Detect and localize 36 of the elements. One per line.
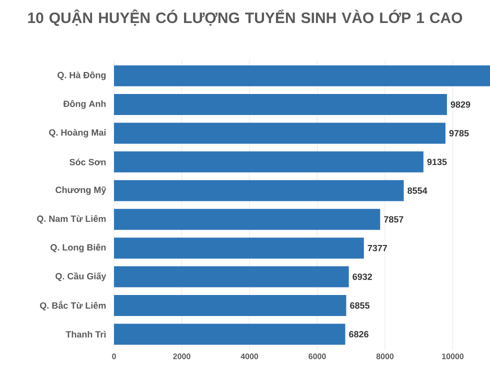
y-tick-label: Đông Anh bbox=[63, 100, 106, 109]
x-tick-label: 2000 bbox=[173, 354, 190, 360]
y-tick-label: Q. Hà Đông bbox=[58, 71, 106, 80]
bar bbox=[114, 94, 447, 116]
bar bbox=[114, 208, 380, 230]
y-tick-label: Thanh Trì bbox=[66, 330, 106, 338]
bar bbox=[114, 294, 346, 316]
y-tick-label: Q. Bắc Từ Liêm bbox=[40, 300, 106, 310]
y-tick-label: Sóc Sơn bbox=[70, 158, 106, 166]
bar bbox=[114, 151, 424, 172]
data-label: 9829 bbox=[450, 101, 470, 108]
data-label: 9785 bbox=[449, 130, 469, 136]
x-tick-label: 8000 bbox=[376, 354, 394, 360]
y-tick-label: Q. Long Biên bbox=[50, 244, 106, 252]
x-tick-label: 6000 bbox=[308, 354, 326, 360]
x-tick-label: 4000 bbox=[240, 354, 258, 360]
data-label: 6826 bbox=[349, 331, 368, 338]
x-tick-label: 10000 bbox=[442, 354, 464, 360]
bar bbox=[114, 65, 490, 86]
bar bbox=[114, 324, 346, 345]
data-label: 6932 bbox=[352, 274, 372, 280]
data-label: 6855 bbox=[350, 302, 370, 309]
y-tick-label: Chương Mỹ bbox=[56, 186, 106, 195]
chart-title: 10 QUẬN HUYỆN CÓ LƯỢNG TUYỂN SINH VÀO LỚP 1 CAO bbox=[28, 10, 462, 26]
x-tick-label: 0 bbox=[112, 354, 116, 360]
y-tick-label: Q. Cầu Giấy bbox=[56, 272, 106, 282]
y-tick-label: Q. Nam Từ Liêm bbox=[37, 215, 106, 224]
data-label: 7377 bbox=[368, 244, 388, 252]
bar bbox=[114, 266, 349, 288]
bar bbox=[114, 180, 404, 202]
data-label: 9135 bbox=[427, 158, 447, 166]
y-tick-label: Q. Hoàng Mai bbox=[49, 128, 106, 138]
bar bbox=[114, 238, 364, 259]
data-label: 8554 bbox=[408, 187, 428, 194]
data-label: 7857 bbox=[384, 216, 404, 223]
bar bbox=[114, 122, 446, 144]
